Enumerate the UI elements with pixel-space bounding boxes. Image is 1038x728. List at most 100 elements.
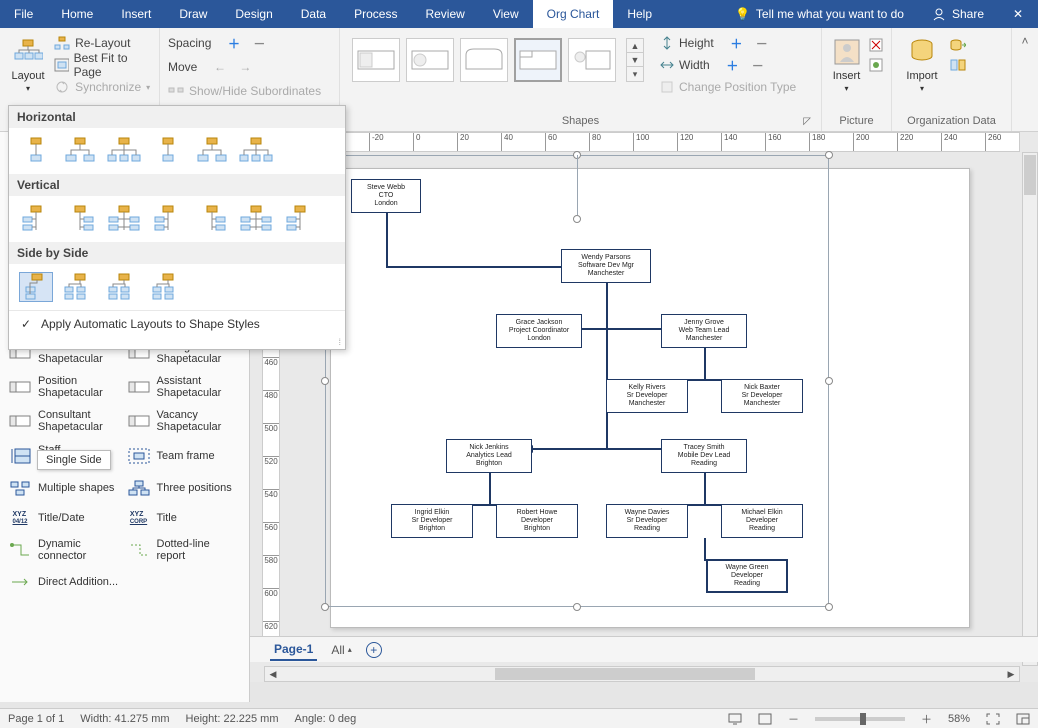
- stencil-asst[interactable]: Assistant Shapetacular: [125, 370, 244, 404]
- presentation-mode-icon[interactable]: [728, 713, 742, 725]
- pan-zoom-icon[interactable]: [1016, 713, 1030, 725]
- delete-picture-icon[interactable]: [869, 38, 883, 52]
- ribbon-collapse[interactable]: ˄: [1012, 28, 1038, 131]
- tell-me[interactable]: 💡Tell me what you want to do: [721, 0, 918, 28]
- zoom-level[interactable]: 58%: [948, 713, 970, 725]
- stencil-vac[interactable]: Vacancy Shapetacular: [125, 404, 244, 438]
- stencil-dot[interactable]: Dotted-line report: [125, 533, 244, 567]
- stencil-three[interactable]: Three positions: [125, 473, 244, 503]
- layout-option[interactable]: [19, 272, 53, 302]
- menu-tab-data[interactable]: Data: [287, 0, 340, 28]
- export-icon[interactable]: [950, 38, 966, 52]
- menu-tab-insert[interactable]: Insert: [107, 0, 165, 28]
- fit-page-icon[interactable]: [758, 713, 772, 725]
- layout-option[interactable]: [107, 272, 141, 302]
- share-button[interactable]: Share: [918, 0, 998, 28]
- spacing-control[interactable]: Spacing ＋ －: [168, 32, 321, 54]
- compare-icon[interactable]: [950, 58, 966, 72]
- stencil-cons[interactable]: Consultant Shapetacular: [6, 404, 125, 438]
- menu-tab-file[interactable]: File: [0, 0, 47, 28]
- layout-option[interactable]: [239, 204, 273, 234]
- stencil-team[interactable]: Team frame: [125, 439, 244, 473]
- layout-option[interactable]: [107, 204, 141, 234]
- menu-tab-help[interactable]: Help: [613, 0, 666, 28]
- org-node[interactable]: Steve WebbCTOLondon: [351, 179, 421, 213]
- dd-section-horizontal: Horizontal: [9, 106, 345, 128]
- menu-tab-org-chart[interactable]: Org Chart: [533, 0, 614, 28]
- layout-option[interactable]: [151, 272, 185, 302]
- show-picture-icon[interactable]: [869, 58, 883, 72]
- zoom-slider[interactable]: [815, 717, 905, 721]
- org-node[interactable]: Michael ElkinDeveloperReading: [721, 504, 803, 538]
- move-control[interactable]: Move ← →: [168, 56, 321, 78]
- hscrollbar[interactable]: ◀▶: [264, 666, 1020, 682]
- stencil-title[interactable]: XYZCORPTitle: [125, 503, 244, 533]
- shape-gallery[interactable]: ▲▼▾: [348, 32, 648, 88]
- org-node[interactable]: Nick JenkinsAnalytics LeadBrighton: [446, 439, 532, 473]
- layout-option[interactable]: [19, 204, 53, 234]
- layout-dropdown: Horizontal Vertical Side by Side Single …: [8, 105, 346, 350]
- layout-button[interactable]: Layout▾: [8, 32, 48, 93]
- org-node[interactable]: Grace JacksonProject CoordinatorLondon: [496, 314, 582, 348]
- stencil-dir[interactable]: Direct Addition...: [6, 567, 125, 597]
- shape-style-4[interactable]: [514, 38, 562, 82]
- bestfit-button[interactable]: Best Fit to Page: [54, 54, 151, 76]
- shape-style-1[interactable]: [352, 38, 400, 82]
- org-node[interactable]: Jenny GroveWeb Team LeadManchester: [661, 314, 747, 348]
- stencil-multi[interactable]: Multiple shapes: [6, 473, 125, 503]
- import-button[interactable]: Import▾: [900, 32, 944, 93]
- layout-option[interactable]: [151, 204, 185, 234]
- layout-option[interactable]: [283, 204, 317, 234]
- layout-option[interactable]: [239, 136, 273, 166]
- org-node[interactable]: Wendy ParsonsSoftware Dev MgrManchester: [561, 249, 651, 283]
- layout-option[interactable]: [151, 136, 185, 166]
- fit-window-icon[interactable]: [986, 713, 1000, 725]
- apply-auto-layouts[interactable]: ✓ Apply Automatic Layouts to Shape Style…: [9, 310, 345, 337]
- stencil-dyn[interactable]: Dynamic connector: [6, 533, 125, 567]
- layout-option[interactable]: [195, 204, 229, 234]
- shapes-launcher[interactable]: ◸: [803, 116, 811, 127]
- layout-option[interactable]: [107, 136, 141, 166]
- drawing-page[interactable]: Steve WebbCTOLondon Wendy ParsonsSoftware…: [330, 168, 970, 628]
- vscrollbar[interactable]: ▲: [1022, 152, 1038, 666]
- menu-tab-process[interactable]: Process: [340, 0, 411, 28]
- gallery-nav[interactable]: ▲▼▾: [626, 38, 644, 82]
- layout-option[interactable]: [19, 136, 53, 166]
- org-node[interactable]: Robert HoweDeveloperBrighton: [496, 504, 578, 538]
- layout-option[interactable]: [195, 136, 229, 166]
- window-close[interactable]: ✕: [998, 0, 1038, 28]
- menu-tab-view[interactable]: View: [479, 0, 533, 28]
- status-height: Height: 22.225 mm: [186, 713, 279, 725]
- zoom-in[interactable]: ＋: [921, 711, 932, 727]
- stencil-pos[interactable]: Position Shapetacular: [6, 370, 125, 404]
- canvas-area: -60-40-200204060801001201401601802002202…: [250, 132, 1038, 682]
- shape-style-5[interactable]: [568, 38, 616, 82]
- page-tab-1[interactable]: Page-1: [270, 639, 317, 661]
- layout-option[interactable]: [63, 204, 97, 234]
- zoom-out[interactable]: －: [788, 711, 799, 727]
- synchronize-button: Synchronize ▾: [54, 76, 151, 98]
- org-node[interactable]: Tracey SmithMobile Dev LeadReading: [661, 439, 747, 473]
- menu-tab-home[interactable]: Home: [47, 0, 107, 28]
- org-node[interactable]: Nick BaxterSr DeveloperManchester: [721, 379, 803, 413]
- all-pages[interactable]: All ▴: [331, 643, 351, 657]
- change-position-type: Change Position Type: [660, 76, 796, 98]
- shape-style-3[interactable]: [460, 38, 508, 82]
- stencil-tdate[interactable]: XYZ04/12Title/Date: [6, 503, 125, 533]
- menu-tab-design[interactable]: Design: [221, 0, 286, 28]
- width-control[interactable]: Width ＋ －: [660, 54, 796, 76]
- layout-option[interactable]: [63, 272, 97, 302]
- height-control[interactable]: Height ＋ －: [660, 32, 796, 54]
- add-page-button[interactable]: +: [366, 642, 382, 658]
- menu-tab-draw[interactable]: Draw: [165, 0, 221, 28]
- org-node[interactable]: Ingrid ElkinSr DeveloperBrighton: [391, 504, 473, 538]
- showhide-subs: Show/Hide Subordinates: [168, 80, 321, 102]
- shape-style-2[interactable]: [406, 38, 454, 82]
- menu-tab-review[interactable]: Review: [411, 0, 478, 28]
- layout-option[interactable]: [63, 136, 97, 166]
- org-node[interactable]: Wayne DaviesSr DeveloperReading: [606, 504, 688, 538]
- status-page: Page 1 of 1: [8, 713, 64, 725]
- org-node[interactable]: Wayne GreenDeveloperReading: [706, 559, 788, 593]
- insert-picture-button[interactable]: Insert▾: [830, 32, 863, 93]
- org-node[interactable]: Kelly RiversSr DeveloperManchester: [606, 379, 688, 413]
